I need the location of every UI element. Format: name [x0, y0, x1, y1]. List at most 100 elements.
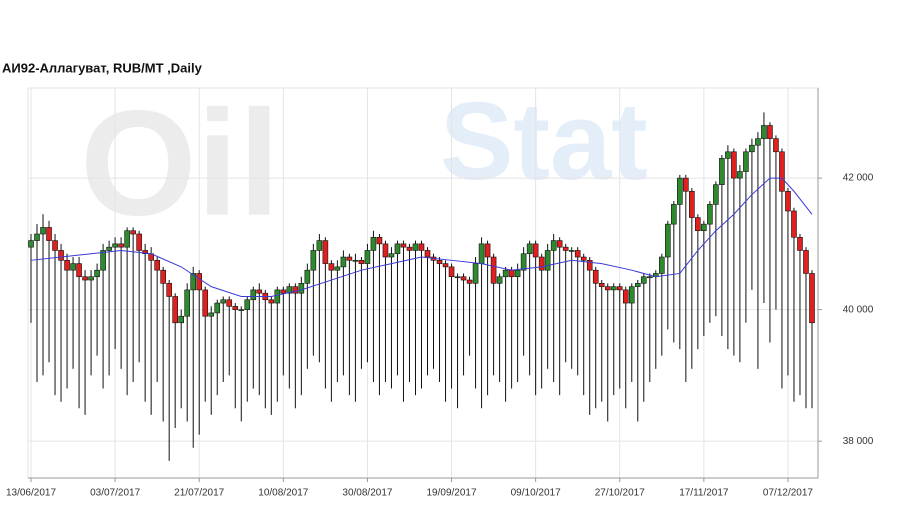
- candle-body: [52, 240, 58, 251]
- x-tick-label: 17/11/2017: [679, 488, 729, 499]
- candle-body: [460, 276, 467, 281]
- candle-body: [622, 289, 629, 304]
- candle-body: [406, 246, 413, 251]
- candle-body: [352, 260, 359, 262]
- candle-body: [154, 260, 160, 271]
- candle-body: [785, 190, 791, 212]
- candle-body: [370, 236, 377, 251]
- candle-body: [34, 233, 40, 241]
- candle-body: [604, 286, 611, 291]
- candle-body: [544, 250, 551, 271]
- candle-body: [208, 312, 215, 317]
- candle-body: [484, 243, 491, 258]
- candle-body: [100, 250, 106, 271]
- candle-body: [346, 256, 353, 261]
- candle-body: [562, 246, 569, 251]
- candle-body: [454, 276, 461, 279]
- candle-body: [160, 269, 166, 284]
- candle-body: [88, 276, 94, 281]
- candle-body: [64, 260, 70, 271]
- candle-body: [280, 289, 287, 294]
- candle-body: [797, 236, 803, 251]
- candle-body: [244, 299, 251, 310]
- candle-body: [184, 289, 191, 317]
- candle-body: [731, 151, 737, 179]
- candle-body: [130, 230, 136, 235]
- candle-body: [190, 273, 197, 291]
- candle-body: [28, 240, 34, 248]
- watermark: Stat: [440, 80, 648, 203]
- candle-body: [671, 204, 677, 225]
- candle-body: [634, 283, 641, 287]
- x-tick-label: 27/10/2017: [595, 488, 645, 499]
- candle-body: [202, 289, 209, 317]
- candle-body: [502, 269, 509, 278]
- candle-body: [743, 151, 749, 172]
- candle-body: [286, 286, 293, 294]
- candle-body: [304, 269, 311, 284]
- candle-body: [316, 240, 323, 251]
- candle-body: [220, 299, 227, 304]
- candle-body: [592, 269, 599, 284]
- candle-body: [478, 243, 485, 264]
- candle-body: [256, 289, 263, 294]
- candle-body: [737, 171, 743, 179]
- candle-body: [809, 273, 815, 324]
- candle-body: [568, 250, 575, 252]
- candle-body: [472, 263, 479, 284]
- candle-body: [520, 253, 527, 271]
- candle-body: [76, 263, 82, 278]
- candle-body: [334, 266, 341, 271]
- candle-body: [761, 125, 767, 139]
- candle-body: [178, 315, 184, 324]
- candle-body: [136, 233, 142, 251]
- watermark: Oil: [80, 79, 280, 247]
- x-tick-label: 30/08/2017: [342, 488, 392, 499]
- candle-body: [773, 138, 779, 153]
- x-tick-label: 09/10/2017: [511, 488, 561, 499]
- candle-body: [112, 243, 118, 248]
- candle-body: [803, 250, 809, 274]
- candle-body: [466, 279, 473, 284]
- candle-body: [40, 227, 46, 235]
- candle-body: [250, 289, 257, 301]
- y-tick-label: 40 000: [843, 304, 874, 315]
- candle-body: [616, 286, 623, 291]
- candle-body: [70, 263, 76, 271]
- candle-body: [574, 250, 581, 258]
- candle-body: [94, 269, 100, 278]
- x-tick-label: 07/12/2017: [763, 488, 813, 499]
- candle-body: [238, 309, 245, 311]
- candle-body: [659, 256, 665, 274]
- candle-body: [550, 240, 557, 251]
- candle-body: [376, 236, 383, 245]
- candle-body: [677, 177, 683, 205]
- candle-body: [628, 286, 635, 304]
- candle-body: [298, 283, 305, 294]
- candle-body: [646, 276, 653, 279]
- x-tick-label: 10/08/2017: [258, 488, 308, 499]
- y-tick-label: 38 000: [843, 436, 874, 447]
- candle-body: [526, 243, 533, 255]
- candle-body: [364, 250, 371, 264]
- candle-body: [124, 230, 130, 248]
- candle-body: [610, 286, 617, 291]
- candle-body: [292, 286, 299, 294]
- candle-body: [556, 240, 563, 248]
- candle-body: [388, 253, 395, 258]
- candle-body: [340, 256, 347, 268]
- candle-body: [382, 243, 389, 258]
- candle-body: [767, 125, 773, 139]
- candle-body: [580, 256, 587, 261]
- x-tick-label: 03/07/2017: [90, 488, 140, 499]
- candle-body: [358, 260, 365, 264]
- candle-body: [683, 177, 689, 192]
- candle-body: [142, 250, 148, 255]
- candle-body: [118, 243, 124, 248]
- x-tick-label: 19/09/2017: [427, 488, 477, 499]
- candle-body: [719, 158, 725, 185]
- candle-body: [701, 223, 707, 232]
- candle-body: [274, 289, 281, 304]
- candle-body: [490, 256, 497, 284]
